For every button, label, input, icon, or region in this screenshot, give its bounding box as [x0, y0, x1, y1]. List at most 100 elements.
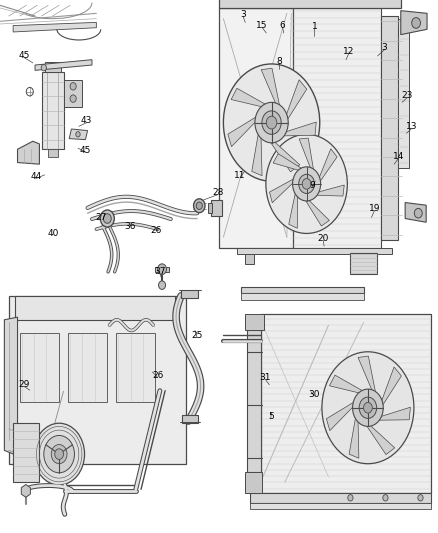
- Text: 45: 45: [80, 146, 91, 155]
- Polygon shape: [289, 190, 297, 228]
- Polygon shape: [35, 60, 92, 70]
- Bar: [381, 16, 398, 240]
- Polygon shape: [69, 129, 88, 140]
- Polygon shape: [381, 367, 401, 408]
- Circle shape: [266, 116, 277, 129]
- Text: 23: 23: [402, 92, 413, 100]
- Bar: [211, 200, 222, 216]
- Polygon shape: [280, 122, 316, 136]
- Bar: [68, 333, 107, 402]
- Polygon shape: [401, 11, 427, 35]
- Circle shape: [418, 495, 423, 501]
- Bar: [9, 296, 186, 464]
- Circle shape: [223, 64, 320, 181]
- Polygon shape: [252, 130, 262, 176]
- Polygon shape: [228, 115, 259, 147]
- Polygon shape: [405, 203, 426, 222]
- Text: 37: 37: [154, 268, 166, 276]
- Bar: [241, 287, 364, 293]
- Circle shape: [255, 102, 288, 143]
- Text: 26: 26: [152, 372, 163, 380]
- Text: 19: 19: [369, 205, 380, 213]
- Circle shape: [44, 435, 74, 473]
- Text: 8: 8: [276, 58, 283, 66]
- Bar: [13, 423, 39, 482]
- Circle shape: [322, 352, 414, 464]
- Circle shape: [383, 495, 388, 501]
- Bar: [15, 296, 175, 320]
- Bar: [20, 333, 59, 402]
- Bar: [237, 248, 392, 254]
- Bar: [289, 8, 381, 248]
- Polygon shape: [285, 80, 307, 123]
- Polygon shape: [21, 484, 30, 497]
- Polygon shape: [269, 177, 296, 203]
- Circle shape: [364, 402, 372, 413]
- Bar: [182, 415, 198, 423]
- Bar: [350, 253, 377, 274]
- Bar: [250, 503, 431, 509]
- Polygon shape: [304, 198, 329, 226]
- Polygon shape: [18, 141, 39, 164]
- Circle shape: [412, 18, 420, 28]
- Bar: [45, 62, 61, 72]
- Text: 3: 3: [240, 11, 246, 19]
- Text: 26: 26: [150, 226, 162, 235]
- Circle shape: [414, 208, 422, 218]
- Circle shape: [302, 179, 311, 189]
- Text: 30: 30: [309, 390, 320, 399]
- Text: 40: 40: [48, 229, 59, 238]
- Bar: [245, 314, 264, 330]
- Text: 36: 36: [125, 222, 136, 231]
- Text: 5: 5: [268, 413, 274, 421]
- Circle shape: [262, 111, 281, 134]
- Bar: [245, 254, 254, 264]
- Polygon shape: [231, 88, 268, 108]
- Text: 1: 1: [311, 22, 318, 31]
- Circle shape: [353, 389, 383, 426]
- Circle shape: [51, 445, 67, 464]
- Polygon shape: [261, 68, 280, 109]
- Bar: [48, 149, 58, 157]
- Circle shape: [359, 397, 377, 418]
- Text: 14: 14: [393, 152, 404, 161]
- Text: 44: 44: [30, 173, 42, 181]
- Text: 45: 45: [18, 52, 30, 60]
- Polygon shape: [314, 185, 344, 196]
- Text: 29: 29: [18, 381, 30, 389]
- Circle shape: [196, 202, 202, 209]
- Polygon shape: [365, 423, 395, 455]
- Polygon shape: [155, 266, 169, 272]
- Text: 20: 20: [318, 235, 329, 243]
- Polygon shape: [376, 407, 410, 420]
- Polygon shape: [4, 317, 18, 456]
- Bar: [116, 333, 155, 402]
- Polygon shape: [13, 22, 96, 32]
- Text: 43: 43: [81, 117, 92, 125]
- Bar: [181, 290, 198, 298]
- Text: 15: 15: [256, 21, 268, 30]
- Bar: [250, 493, 431, 503]
- Bar: [261, 314, 431, 493]
- Text: 28: 28: [212, 189, 224, 197]
- Polygon shape: [318, 149, 337, 184]
- Circle shape: [70, 83, 76, 90]
- Polygon shape: [358, 356, 376, 395]
- Bar: [247, 330, 261, 472]
- Circle shape: [293, 167, 321, 201]
- Bar: [241, 293, 364, 300]
- Polygon shape: [273, 154, 304, 171]
- Text: 11: 11: [234, 172, 246, 180]
- Circle shape: [194, 199, 205, 213]
- Polygon shape: [329, 375, 365, 393]
- Text: 27: 27: [95, 213, 106, 222]
- Bar: [42, 72, 64, 149]
- Polygon shape: [268, 139, 300, 172]
- Circle shape: [159, 281, 166, 289]
- Text: 31: 31: [259, 373, 271, 382]
- Text: 13: 13: [406, 123, 417, 131]
- Circle shape: [41, 64, 46, 71]
- Circle shape: [299, 174, 314, 193]
- Text: 3: 3: [381, 44, 388, 52]
- Text: 9: 9: [309, 181, 315, 190]
